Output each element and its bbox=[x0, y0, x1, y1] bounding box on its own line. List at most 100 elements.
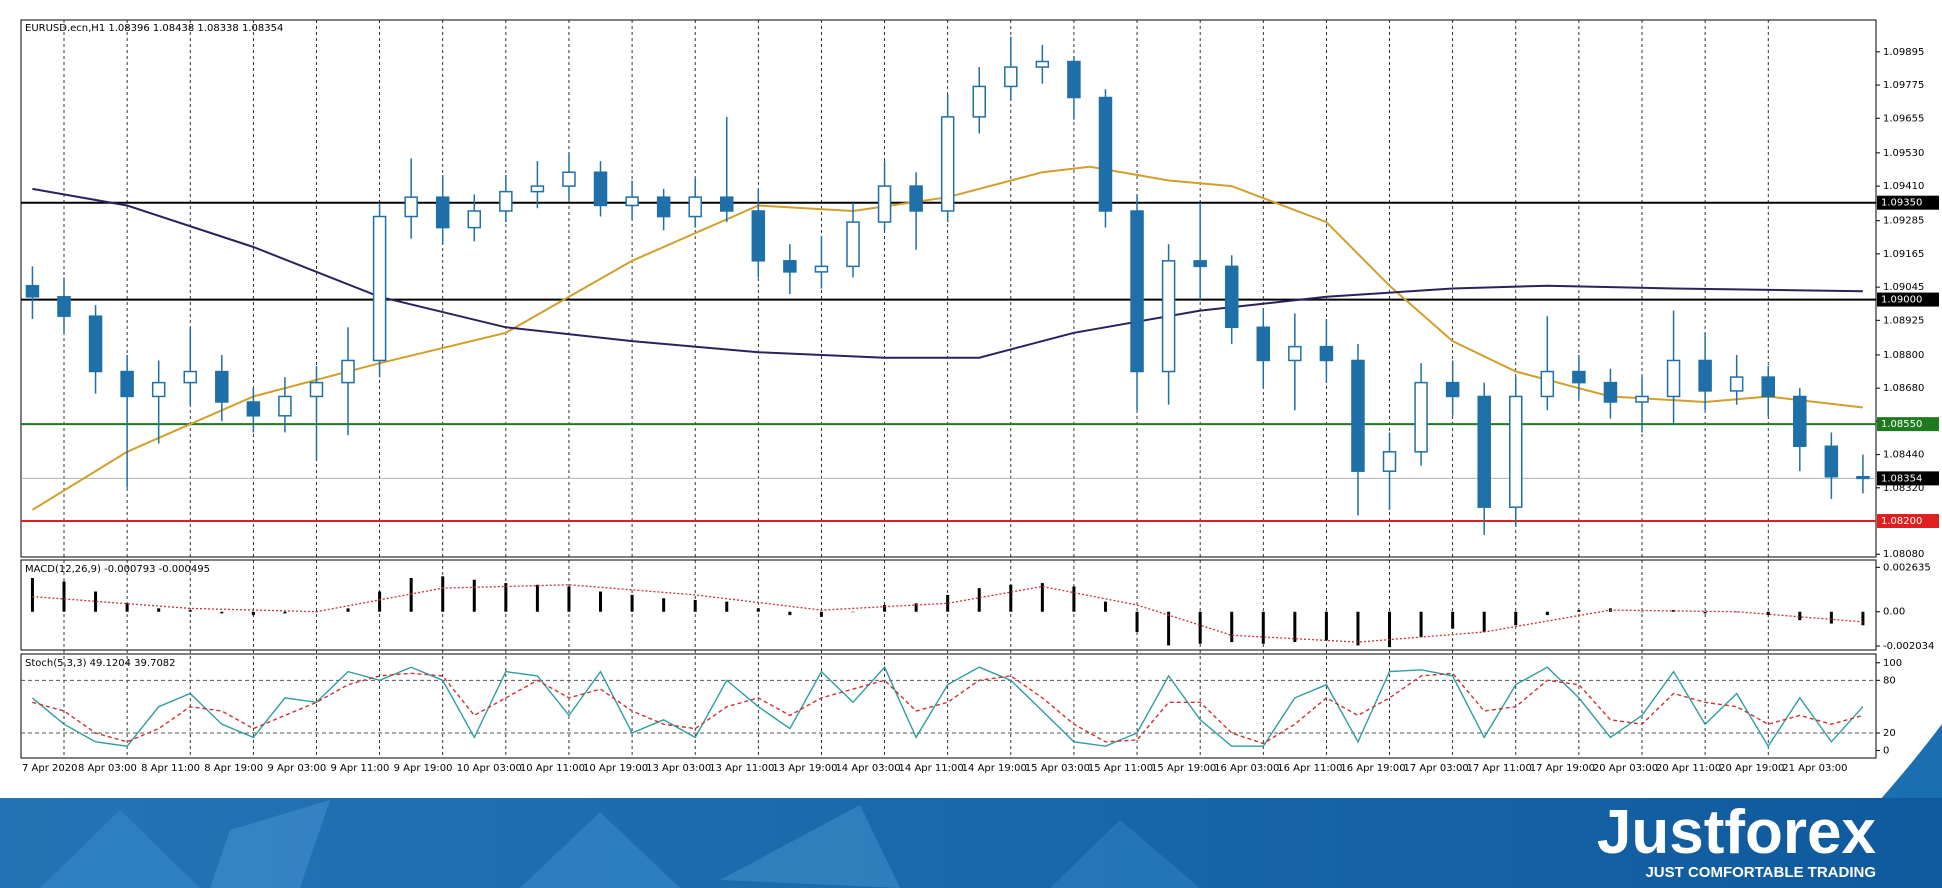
candle-body bbox=[88, 315, 103, 373]
macd-bar bbox=[251, 611, 255, 616]
macd-bar bbox=[1482, 611, 1486, 632]
macd-bar bbox=[1861, 611, 1865, 626]
macd-bar bbox=[567, 586, 571, 612]
candle-body bbox=[751, 210, 766, 262]
y-tick-label: 1.08680 bbox=[1883, 383, 1924, 394]
x-tick-label: 10 Apr 19:00 bbox=[583, 763, 648, 774]
candle-body bbox=[404, 196, 418, 218]
candle-body bbox=[1035, 60, 1050, 68]
x-tick-label: 10 Apr 11:00 bbox=[520, 763, 585, 774]
macd-bar bbox=[1324, 611, 1328, 641]
macd-bar bbox=[1261, 611, 1265, 644]
indicator-title: Stoch(5,3,3) 49.1204 39.7082 bbox=[25, 658, 176, 669]
y-tick-label: 0.00 bbox=[1883, 607, 1905, 618]
banner: Justforex JUST COMFORTABLE TRADING bbox=[0, 724, 1942, 888]
candle-body bbox=[1067, 60, 1081, 99]
macd-bar bbox=[1451, 611, 1455, 629]
macd-bar bbox=[819, 611, 823, 617]
x-tick-label: 9 Apr 19:00 bbox=[394, 763, 453, 774]
macd-bar bbox=[788, 611, 792, 616]
level-label: 1.09000 bbox=[1881, 295, 1922, 306]
candle-body bbox=[57, 296, 71, 317]
candle-body bbox=[1445, 381, 1460, 398]
signal-line bbox=[32, 584, 1863, 643]
candle-body bbox=[246, 401, 261, 417]
macd-bar bbox=[472, 579, 476, 612]
macd-bar bbox=[188, 610, 192, 612]
candle-body bbox=[1004, 66, 1018, 88]
candle-body bbox=[1540, 370, 1555, 398]
macd-bar bbox=[1293, 611, 1297, 643]
candle-body bbox=[151, 381, 166, 398]
banner-band bbox=[0, 798, 1942, 888]
x-tick-label: 16 Apr 03:00 bbox=[1214, 763, 1279, 774]
banner-shape bbox=[520, 812, 680, 888]
candle-body bbox=[1698, 359, 1712, 392]
x-tick-label: 10 Apr 03:00 bbox=[457, 763, 522, 774]
banner-shape bbox=[40, 810, 200, 888]
candle-body bbox=[1098, 96, 1113, 212]
x-tick-label: 17 Apr 03:00 bbox=[1404, 763, 1469, 774]
y-tick-label: 100 bbox=[1883, 658, 1902, 669]
candle-body bbox=[1793, 395, 1807, 448]
candle-body bbox=[1130, 210, 1144, 373]
candle-body bbox=[1382, 451, 1397, 472]
macd-bar bbox=[125, 603, 129, 612]
candle-body bbox=[215, 370, 229, 403]
panel-frame bbox=[20, 19, 1877, 558]
candle-body bbox=[1224, 265, 1239, 329]
candle-body bbox=[783, 260, 797, 273]
candle-body bbox=[1319, 345, 1334, 362]
candle-body bbox=[656, 196, 671, 218]
x-tick-label: 9 Apr 11:00 bbox=[330, 763, 389, 774]
banner-sweep bbox=[1880, 724, 1942, 800]
candle-body bbox=[1193, 260, 1207, 268]
chart-title: EURUSD.ecn,H1 1.08396 1.08438 1.08338 1.… bbox=[25, 23, 283, 34]
macd-bar bbox=[1419, 611, 1423, 638]
y-tick-label: 0 bbox=[1883, 746, 1889, 757]
level-label-box bbox=[1877, 417, 1939, 432]
macd-bar bbox=[157, 608, 161, 612]
x-tick-label: 17 Apr 19:00 bbox=[1530, 763, 1595, 774]
y-tick-label: 1.08080 bbox=[1883, 549, 1924, 560]
macd-bar bbox=[220, 611, 224, 614]
macd-bar bbox=[30, 578, 34, 612]
x-tick-label: 13 Apr 03:00 bbox=[646, 763, 711, 774]
level-label: 1.09350 bbox=[1881, 198, 1922, 209]
x-tick-label: 13 Apr 11:00 bbox=[709, 763, 774, 774]
candle-body bbox=[467, 210, 482, 229]
level-label: 1.08354 bbox=[1881, 473, 1922, 484]
candle-body bbox=[435, 196, 450, 229]
candle-body bbox=[309, 381, 324, 398]
y-tick-label: 1.09530 bbox=[1883, 148, 1924, 159]
macd-bar bbox=[1167, 611, 1171, 646]
x-tick-label: 15 Apr 11:00 bbox=[1088, 763, 1153, 774]
macd-bar bbox=[693, 599, 697, 612]
banner-shape bbox=[720, 805, 900, 888]
logo: Justforex bbox=[1597, 798, 1877, 867]
candle-body bbox=[1824, 445, 1839, 478]
candle-body bbox=[1161, 260, 1176, 373]
x-tick-label: 20 Apr 19:00 bbox=[1719, 763, 1784, 774]
candle-body bbox=[1256, 326, 1271, 362]
macd-bar bbox=[1230, 611, 1234, 643]
level-label: 1.08200 bbox=[1881, 516, 1922, 527]
panel-frame bbox=[20, 559, 1877, 651]
macd-bar bbox=[851, 611, 855, 613]
candle-body bbox=[499, 190, 513, 212]
candle-body bbox=[1477, 395, 1491, 508]
macd-bar bbox=[914, 603, 918, 612]
candle-body bbox=[877, 185, 892, 223]
x-tick-label: 20 Apr 11:00 bbox=[1656, 763, 1721, 774]
macd-bar bbox=[535, 584, 539, 612]
x-tick-label: 9 Apr 03:00 bbox=[267, 763, 326, 774]
tagline: JUST COMFORTABLE TRADING bbox=[1645, 864, 1876, 881]
macd-bar bbox=[283, 611, 287, 614]
banner-shape bbox=[1050, 820, 1200, 888]
y-tick-label: 1.09655 bbox=[1883, 113, 1924, 124]
macd-bar bbox=[1798, 611, 1802, 621]
y-tick-label: 20 bbox=[1883, 728, 1896, 739]
y-tick-label: 80 bbox=[1883, 675, 1896, 686]
